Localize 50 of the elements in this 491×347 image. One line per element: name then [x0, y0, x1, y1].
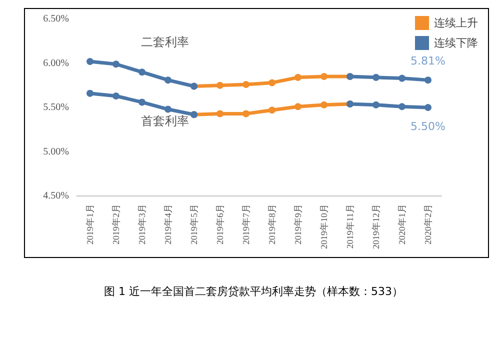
point [398, 74, 406, 82]
legend-label: 连续下降 [434, 36, 478, 50]
point [294, 103, 302, 110]
x-tick-label: 2019年5月 [189, 204, 199, 244]
point [242, 110, 250, 118]
point [216, 82, 224, 89]
point [372, 101, 380, 108]
point [216, 110, 224, 118]
data-label: 5.81% [410, 54, 446, 68]
point [138, 68, 146, 76]
y-tick-label: 6.50% [43, 14, 69, 24]
x-tick-label: 2019年10月 [319, 204, 329, 249]
x-tick-label: 2019年4月 [163, 204, 173, 244]
x-tick-label: 2020年2月 [423, 204, 433, 244]
x-tick-label: 2019年6月 [215, 204, 225, 244]
point [268, 106, 276, 114]
annotation: 首套利率 [141, 114, 189, 128]
point [320, 101, 328, 108]
point [86, 58, 94, 65]
point [372, 74, 380, 81]
point [164, 106, 172, 113]
x-tick-label: 2019年11月 [345, 204, 355, 249]
point [164, 76, 172, 84]
y-tick-label: 5.50% [43, 102, 69, 113]
x-tick-label: 2020年1月 [397, 204, 407, 244]
x-tick-label: 2019年1月 [85, 204, 95, 244]
x-tick-label: 2019年7月 [241, 204, 251, 244]
y-tick-label: 4.50% [43, 190, 69, 202]
x-tick-label: 2019年8月 [267, 204, 277, 244]
point [242, 80, 250, 88]
x-tick-label: 2019年9月 [293, 204, 303, 244]
x-tick-label: 2019年12月 [371, 204, 381, 249]
text: 图 1 近一年全国首二套房贷款平均利率走势（样本数：533） [103, 284, 404, 299]
point [112, 92, 120, 100]
point [424, 76, 432, 84]
x-tick-label: 2019年2月 [111, 204, 121, 244]
point [268, 79, 276, 86]
point [398, 103, 406, 110]
x-tick-label: 2019年3月 [137, 204, 147, 244]
annotation: 二套利率 [141, 35, 189, 49]
point [86, 90, 94, 97]
y-tick-label: 5.00% [43, 146, 69, 158]
y-tick-label: 6.00% [43, 58, 69, 69]
point [294, 74, 302, 81]
point [112, 60, 120, 68]
point [424, 104, 432, 111]
legend-label: 连续上升 [434, 16, 478, 30]
data-label: 5.50% [410, 120, 446, 133]
point [138, 98, 146, 106]
point [320, 73, 328, 80]
